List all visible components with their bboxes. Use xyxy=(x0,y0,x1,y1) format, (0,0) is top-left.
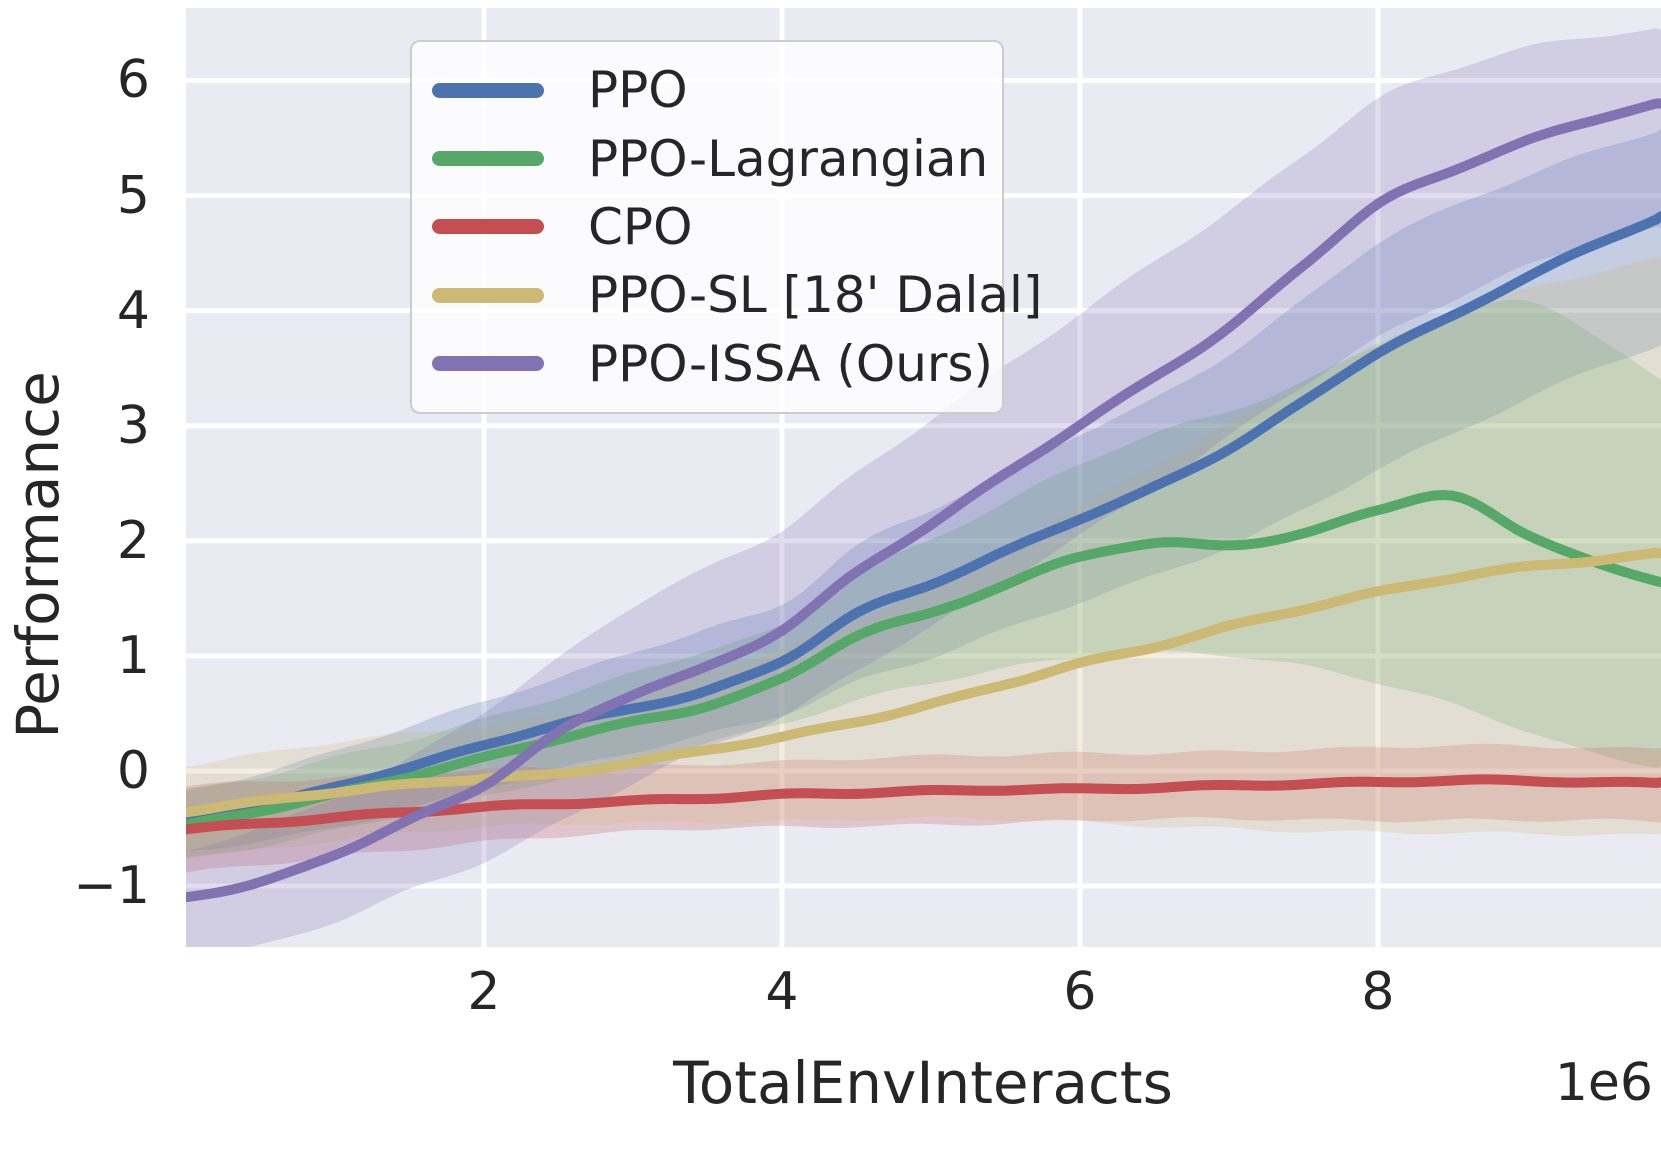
y-tick-label-6: 6 xyxy=(116,50,150,111)
legend-item-CPO: CPO xyxy=(412,199,1002,255)
y-tick-label-−1: −1 xyxy=(73,856,150,916)
y-tick-label-4: 4 xyxy=(116,280,150,341)
x-axis-title: TotalEnvInteracts xyxy=(673,1049,1173,1117)
y-axis-title: Performance xyxy=(4,371,72,739)
series-line-PPO-SL [18' Dalal] xyxy=(186,547,1661,818)
legend-swatch-icon xyxy=(432,151,544,167)
y-tick-label-3: 3 xyxy=(116,395,150,456)
legend-swatch-icon xyxy=(432,82,544,98)
chart-legend: PPO PPO-Lagrangian CPO PPO-SL [18' Dalal] PP… xyxy=(410,40,1042,414)
legend-label: PPO xyxy=(588,61,688,120)
y-tick-label-0: 0 xyxy=(116,740,150,801)
confidence-band-PPO-ISSA (Ours) xyxy=(186,28,1661,947)
series-line-PPO-ISSA (Ours) xyxy=(186,98,1661,903)
legend-label: PPO-SL [18' Dalal] xyxy=(588,266,1043,325)
confidence-band-PPO-Lagrangian xyxy=(186,299,1661,858)
legend-item-PPO-ISSA (Ours): PPO-ISSA (Ours) xyxy=(412,336,1002,392)
legend-swatch-icon xyxy=(432,219,544,235)
y-tick-label-1: 1 xyxy=(116,625,150,686)
confidence-band-PPO xyxy=(186,128,1661,852)
y-tick-label-2: 2 xyxy=(116,510,150,571)
x-tick-label-4: 4 xyxy=(765,962,799,1022)
legend-item-PPO-SL [18' Dalal]: PPO-SL [18' Dalal] xyxy=(412,267,1042,323)
legend-label: PPO-Lagrangian xyxy=(588,129,989,188)
legend-swatch-icon xyxy=(432,356,544,372)
x-axis-offset-label: 1e6 xyxy=(1554,1053,1653,1113)
x-tick-label-8: 8 xyxy=(1361,962,1395,1022)
x-tick-label-6: 6 xyxy=(1063,962,1097,1022)
y-tick-label-5: 5 xyxy=(116,165,150,226)
series-line-PPO-Lagrangian xyxy=(186,490,1661,830)
legend-label: CPO xyxy=(588,197,693,256)
series-line-PPO xyxy=(186,211,1661,824)
legend-swatch-icon xyxy=(432,287,544,303)
legend-label: PPO-ISSA (Ours) xyxy=(588,334,994,393)
x-tick-label-2: 2 xyxy=(467,962,501,1022)
legend-item-PPO-Lagrangian: PPO-Lagrangian xyxy=(412,131,1002,187)
chart-plot-area: PPO PPO-Lagrangian CPO PPO-SL [18' Dalal] PP… xyxy=(186,8,1661,947)
legend-item-PPO: PPO xyxy=(412,62,1002,118)
